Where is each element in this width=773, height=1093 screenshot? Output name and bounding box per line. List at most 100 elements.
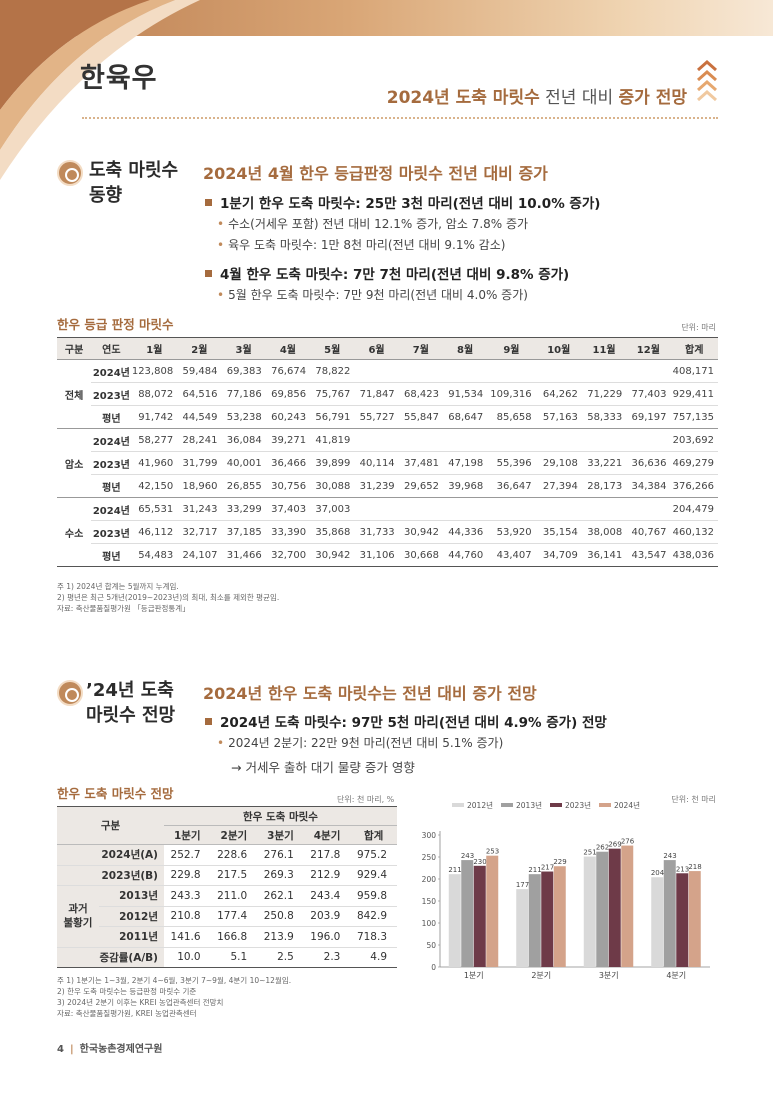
table1-year-label: 2024년 xyxy=(91,428,132,452)
table-row: 2024년(A) 252.7 228.6 276.1 217.8 975.2 xyxy=(57,844,397,866)
table-row: 2023년 46,112 32,717 37,185 33,390 35,868 31,73… xyxy=(57,520,718,544)
table1-cell: 36,466 xyxy=(265,451,311,475)
table1-cell xyxy=(487,497,536,521)
table1-cell: 44,760 xyxy=(442,543,488,567)
table2-header: 1분기 xyxy=(163,825,211,845)
table1-cell: 28,173 xyxy=(581,474,627,498)
bar xyxy=(448,874,461,967)
table2-cell: 959.8 xyxy=(350,885,397,907)
chevron-up-icon xyxy=(697,59,717,102)
table-row: 평년 42,150 18,960 26,855 30,756 30,088 31,239 29… xyxy=(57,474,718,498)
table2-cell: 196.0 xyxy=(303,926,351,948)
table1-cell: 30,756 xyxy=(265,474,311,498)
section-icon xyxy=(57,160,83,186)
table1-cell: 18,960 xyxy=(177,474,222,498)
table1-cell: 31,239 xyxy=(354,474,399,498)
table2-cell: 4.9 xyxy=(350,947,397,968)
section1-bullet-2: 4월 한우 도축 마릿수: 7만 7천 마리(전년 대비 9.8% 증가) xyxy=(205,263,569,283)
table1-cell: 64,516 xyxy=(177,382,222,406)
y-tick-label: 250 xyxy=(422,853,437,862)
table1-cell: 55,847 xyxy=(398,405,443,429)
table1-cell: 40,001 xyxy=(221,451,266,475)
bar-value-label: 276 xyxy=(621,838,635,846)
table1-cell: 55,727 xyxy=(354,405,399,429)
table1-cell: 38,008 xyxy=(581,520,627,544)
table1-cell: 53,920 xyxy=(487,520,536,544)
bar xyxy=(553,866,566,967)
table1-cell: 39,968 xyxy=(442,474,488,498)
section1-title: 도축 마릿수 동향 xyxy=(89,160,179,206)
table1-cell: 31,243 xyxy=(177,497,222,521)
table2-cell: 229.8 xyxy=(163,865,211,886)
table-row: 2023년 88,072 64,516 77,186 69,856 75,767 71,84… xyxy=(57,382,718,406)
table1-cell xyxy=(581,359,627,383)
table1-header: 4월 xyxy=(265,337,311,360)
table1-cell: 37,403 xyxy=(265,497,311,521)
bar-value-label: 211 xyxy=(448,866,461,874)
table2-cell: 718.3 xyxy=(350,926,397,948)
table2-cell: 276.1 xyxy=(257,844,304,866)
table1-cell xyxy=(354,497,399,521)
table2-header: 합계 xyxy=(350,825,397,845)
section2-sub-bullet-2: → 거세우 출하 대기 물량 증가 영향 xyxy=(231,760,415,775)
table1-header: 10월 xyxy=(535,337,582,360)
page-footer: 4 | 한국농촌경제연구원 xyxy=(57,1044,163,1055)
table2-row-label: 2024년(A) xyxy=(57,844,164,866)
page-subtitle: 2024년 도축 마릿수 전년 대비 증가 전망 xyxy=(386,88,687,108)
table1-unit: 단위: 마리 xyxy=(681,323,716,332)
bar-value-label: 211 xyxy=(528,866,541,874)
table1-cell: 69,383 xyxy=(221,359,266,383)
bar-value-label: 251 xyxy=(583,849,596,857)
table2-group-header: 한우 도축 마릿수 xyxy=(163,806,397,826)
table1-cell: 71,847 xyxy=(354,382,399,406)
table-row: 2023년 41,960 31,799 40,001 36,466 39,899 40,11… xyxy=(57,451,718,475)
table1-cell xyxy=(398,359,443,383)
table-row: 2011년 141.6 166.8 213.9 196.0 718.3 xyxy=(57,926,397,948)
table1-year-label: 2024년 xyxy=(91,359,132,383)
table1-cell xyxy=(535,359,582,383)
table2-notes: 주 1) 1분기는 1~3월, 2분기 4~6월, 3분기 7~9월, 4분기 … xyxy=(57,976,292,1018)
table-row: 과거 불황기 2013년 243.3 211.0 262.1 243.4 959.8 xyxy=(57,885,397,948)
bar-value-label: 243 xyxy=(461,852,474,860)
table2-unit: 단위: 천 마리, % xyxy=(337,795,395,804)
section2-bullet-1: 2024년 도축 마릿수: 97만 5천 마리(전년 대비 4.9% 증가) 전… xyxy=(205,711,607,731)
table1-cell: 71,229 xyxy=(581,382,627,406)
table1-year-label: 2024년 xyxy=(91,497,132,521)
section2-title: ’24년 도축 마릿수 전망 xyxy=(86,680,176,726)
table1-header: 9월 xyxy=(487,337,536,360)
bar xyxy=(663,860,676,967)
y-tick-label: 300 xyxy=(422,831,437,840)
bar-value-label: 269 xyxy=(608,841,621,849)
table2-cell: 252.7 xyxy=(163,844,211,866)
table-row: 2012년 210.8 177.4 250.8 203.9 842.9 xyxy=(57,906,397,927)
table1-cell: 757,135 xyxy=(670,405,718,429)
table2-cell: 203.9 xyxy=(303,906,351,927)
table1-cell: 68,647 xyxy=(442,405,488,429)
table1-header: 11월 xyxy=(581,337,627,360)
y-tick-label: 50 xyxy=(426,941,436,950)
table1-cell: 33,221 xyxy=(581,451,627,475)
table1-cell: 35,868 xyxy=(310,520,355,544)
table1-cell: 77,403 xyxy=(626,382,671,406)
table1-cell xyxy=(487,359,536,383)
table1-cell: 76,674 xyxy=(265,359,311,383)
table1-cell xyxy=(442,359,488,383)
table1-cell: 28,241 xyxy=(177,428,222,452)
bar-value-label: 217 xyxy=(541,864,554,872)
section1-sub-bullet-2: • 육우 도축 마릿수: 1만 8천 마리(전년 대비 9.1% 감소) xyxy=(217,238,506,252)
table1-header: 7월 xyxy=(398,337,443,360)
table1-cell: 60,243 xyxy=(265,405,311,429)
table2-col-label: 구분 xyxy=(57,806,164,845)
table-row: 수소 2024년 65,531 31,243 33,299 37,403 37,003 204… xyxy=(57,497,718,567)
table1-cell: 109,316 xyxy=(487,382,536,406)
table2-cell: 250.8 xyxy=(257,906,304,927)
slaughter-grade-table: 구분 연도 1월 2월 3월 4월 5월 6월 7월 8월 9월 10월 11월 12월 합계 전체 2024… xyxy=(57,337,718,567)
table-row: 증감률(A/B) 10.0 5.1 2.5 2.3 4.9 xyxy=(57,947,397,968)
bar xyxy=(473,865,486,967)
table1-cell xyxy=(442,428,488,452)
table1-cell xyxy=(626,497,671,521)
table1-cell: 376,266 xyxy=(670,474,718,498)
page-title: 한육우 xyxy=(80,63,158,94)
table2-cell: 210.8 xyxy=(163,906,211,927)
table1-cell: 35,154 xyxy=(535,520,582,544)
